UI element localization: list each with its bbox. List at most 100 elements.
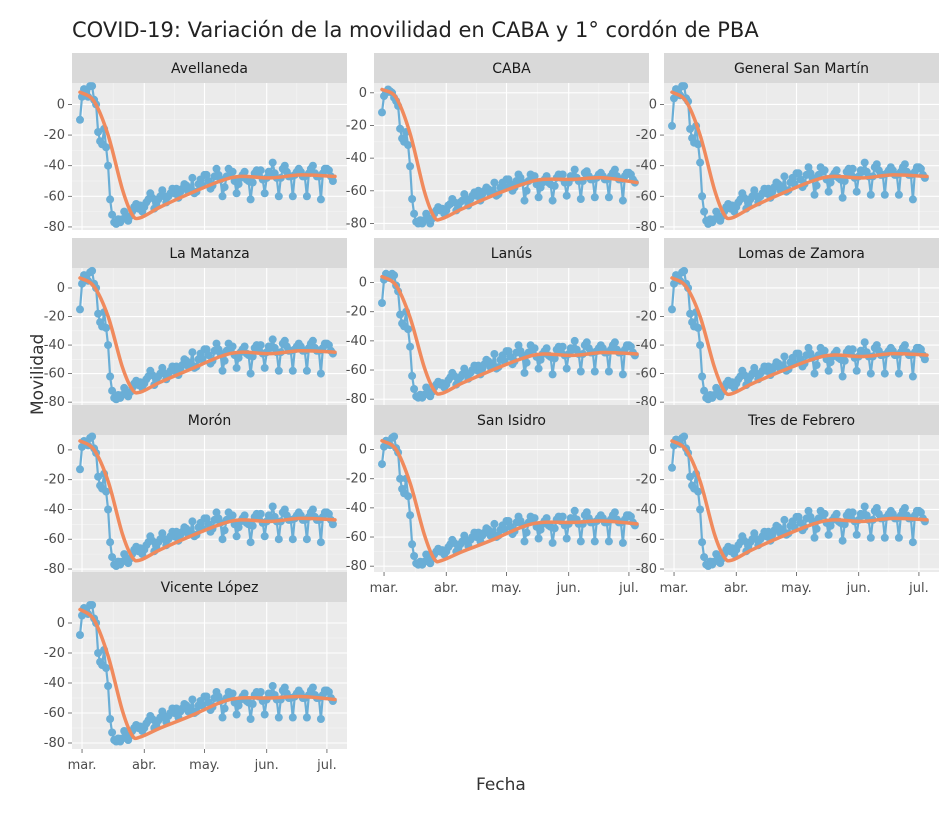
data-point: [780, 172, 789, 181]
y-tick-label: 0: [57, 281, 65, 296]
data-point: [248, 521, 257, 530]
data-point: [522, 528, 531, 537]
data-point: [76, 631, 84, 639]
data-point: [88, 432, 97, 441]
data-point: [824, 366, 833, 375]
y-tick-label: -40: [44, 159, 65, 174]
data-point: [106, 195, 115, 204]
data-point: [908, 538, 917, 547]
data-point: [232, 710, 241, 719]
data-point: [260, 710, 269, 719]
data-point: [804, 163, 813, 172]
data-point: [316, 715, 325, 723]
smooth-trend-avellaneda: [78, 90, 337, 221]
data-point: [102, 487, 111, 496]
data-point: [618, 538, 627, 547]
data-point: [860, 502, 869, 511]
data-point: [274, 192, 283, 201]
data-point: [274, 366, 283, 375]
data-point: [820, 166, 829, 175]
data-point: [246, 715, 255, 723]
data-point: [550, 181, 559, 190]
plot-area-general-san-martin: [664, 83, 939, 230]
data-point: [522, 358, 531, 367]
y-tick-label: -80: [44, 562, 65, 577]
data-point: [894, 190, 903, 199]
data-point: [534, 534, 543, 543]
panel-avellaneda: Avellaneda 0 -20 -40 -60 -80: [44, 53, 347, 235]
data-point: [218, 366, 227, 375]
data-point: [228, 689, 237, 698]
data-point: [410, 552, 419, 560]
data-point: [396, 124, 405, 133]
y-tick-label: -40: [636, 338, 657, 353]
x-tick-label: abr.: [724, 581, 749, 596]
data-point: [824, 530, 833, 539]
data-point: [866, 369, 875, 378]
data-point: [218, 192, 227, 201]
data-point: [148, 536, 157, 545]
data-point: [860, 338, 869, 347]
y-tick-label: 0: [649, 443, 657, 458]
data-point: [308, 683, 317, 692]
x-tick-label: jun.: [556, 581, 581, 596]
data-point: [102, 664, 111, 672]
data-point: [316, 538, 325, 547]
smooth-trend-tres-de-febrero: [670, 439, 929, 563]
panel-lanus: Lanús 0 -20 -40 -60 -80: [346, 238, 649, 407]
y-tick-label: -80: [44, 395, 65, 410]
data-point: [94, 472, 103, 481]
data-point: [880, 533, 889, 542]
data-point: [852, 366, 861, 375]
data-point: [866, 190, 875, 199]
data-point: [550, 354, 559, 363]
data-point: [668, 305, 676, 314]
data-point: [248, 178, 257, 187]
data-point: [302, 366, 311, 375]
data-point: [410, 209, 419, 218]
smooth-trend-lanus: [380, 274, 639, 396]
y-tick-label: -60: [346, 184, 367, 199]
y-tick-label: -60: [44, 189, 65, 204]
data-point: [838, 372, 847, 381]
data-point: [76, 305, 84, 314]
data-point: [396, 474, 405, 483]
y-tick-label: -60: [636, 532, 657, 547]
data-point: [908, 372, 917, 381]
data-point: [680, 432, 689, 441]
data-point: [920, 355, 929, 364]
strip-moron: [72, 405, 347, 435]
y-tick-label: -20: [44, 473, 65, 488]
y-tick-label: 0: [57, 97, 65, 112]
data-point: [576, 367, 585, 376]
y-tick-label: 0: [359, 86, 367, 101]
data-point: [698, 372, 707, 381]
data-point: [104, 161, 113, 170]
y-tick-label: -40: [346, 501, 367, 516]
y-tick-label: -20: [636, 310, 657, 325]
y-tick-label: -20: [44, 128, 65, 143]
y-tick-label: 0: [57, 443, 65, 458]
data-point: [530, 172, 539, 181]
x-tick-label: mar.: [68, 758, 97, 773]
data-point: [268, 158, 277, 167]
data-point: [670, 279, 678, 288]
strip-label-san-isidro: San Isidro: [477, 413, 546, 429]
data-point: [812, 524, 821, 533]
data-point: [604, 367, 613, 376]
data-point: [94, 649, 103, 657]
data-point: [832, 509, 841, 518]
data-point: [750, 186, 759, 195]
y-tick-label: 0: [359, 276, 367, 291]
data-point: [618, 370, 627, 379]
data-point: [670, 94, 678, 103]
data-point: [202, 170, 211, 179]
data-point: [158, 186, 167, 195]
y-tick-label: 0: [359, 443, 367, 458]
data-point: [378, 460, 386, 469]
y-tick-label: -80: [346, 392, 367, 407]
data-point: [256, 166, 265, 175]
y-tick-label: -80: [346, 559, 367, 574]
data-point: [686, 309, 695, 318]
